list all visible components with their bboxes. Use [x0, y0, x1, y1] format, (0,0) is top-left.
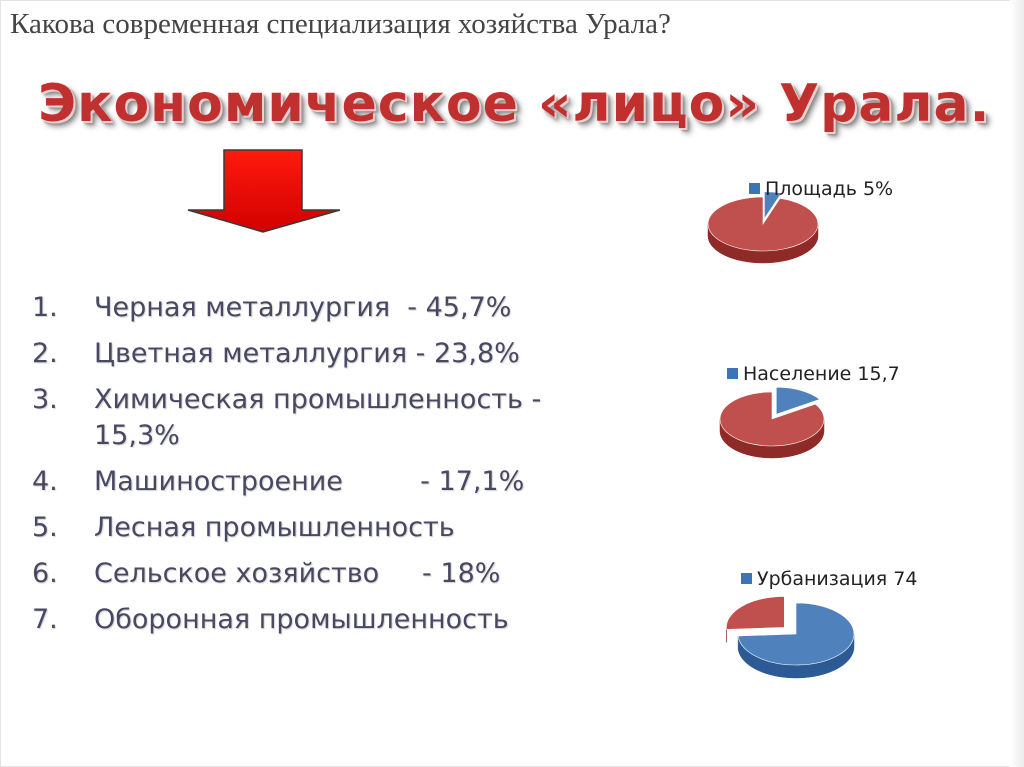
pie-slice-primary	[775, 386, 821, 415]
legend-population: Население 15,7	[727, 363, 900, 385]
list-item-text: Химическая промышленность - 15,3%	[94, 384, 550, 451]
pie-slice-rest	[719, 391, 825, 447]
list-item-number: 2.	[32, 338, 58, 369]
question-heading: Какова современная специализация хозяйст…	[10, 8, 671, 40]
pie-chart-area	[707, 191, 819, 264]
legend-urbanization: Урбанизация 74	[741, 568, 917, 590]
list-item: 4. Машиностроение - 17,1%	[32, 464, 634, 500]
legend-swatch	[727, 368, 738, 379]
legend-label: Урбанизация 74	[757, 568, 918, 590]
list-item-number: 3.	[32, 384, 58, 415]
list-item-text: Лесная промышленность	[94, 512, 455, 543]
list-item-number: 7.	[32, 604, 58, 635]
slide-headline: Экономическое «лицо» Урала.	[38, 74, 991, 134]
list-item-number: 5.	[32, 512, 58, 543]
slide-edge-shadow	[1010, 0, 1024, 767]
list-item-number: 4.	[32, 466, 58, 497]
list-item: 2. Цветная металлургия - 23,8%	[32, 336, 634, 372]
list-item: 1. Черная металлургия - 45,7%	[32, 290, 634, 326]
legend-swatch	[749, 183, 760, 194]
pie-slice-primary	[737, 602, 855, 666]
list-item-text: Цветная металлургия - 23,8%	[94, 338, 520, 369]
down-arrow-icon	[187, 149, 341, 233]
list-item-text: Машиностроение - 17,1%	[94, 466, 525, 497]
pie-chart-urbanization	[726, 596, 855, 679]
list-item-number: 6.	[32, 558, 58, 589]
legend-swatch	[741, 573, 752, 584]
list-item-text: Сельское хозяйство - 18%	[94, 558, 501, 589]
pie-slice-rest	[707, 196, 819, 252]
pie-slice-rest	[726, 596, 785, 630]
pie-slice-primary	[764, 191, 782, 220]
sector-list: 1. Черная металлургия - 45,7% 2. Цветная м…	[32, 290, 634, 648]
legend-label: Население 15,7	[743, 363, 900, 385]
legend-area: Площадь 5%	[749, 178, 893, 200]
pie-chart-population	[719, 386, 825, 459]
list-item-text: Оборонная промышленность	[94, 604, 509, 635]
list-item: 7. Оборонная промышленность	[32, 602, 634, 638]
list-item: 6. Сельское хозяйство - 18%	[32, 556, 634, 592]
list-item: 5. Лесная промышленность	[32, 510, 634, 546]
list-item-text: Черная металлургия - 45,7%	[94, 292, 512, 323]
legend-label: Площадь 5%	[765, 178, 894, 200]
list-item-number: 1.	[32, 292, 58, 323]
list-item: 3. Химическая промышленность - 15,3%	[32, 382, 634, 454]
